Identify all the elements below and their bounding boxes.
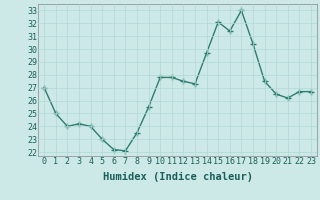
X-axis label: Humidex (Indice chaleur): Humidex (Indice chaleur)	[103, 172, 252, 182]
